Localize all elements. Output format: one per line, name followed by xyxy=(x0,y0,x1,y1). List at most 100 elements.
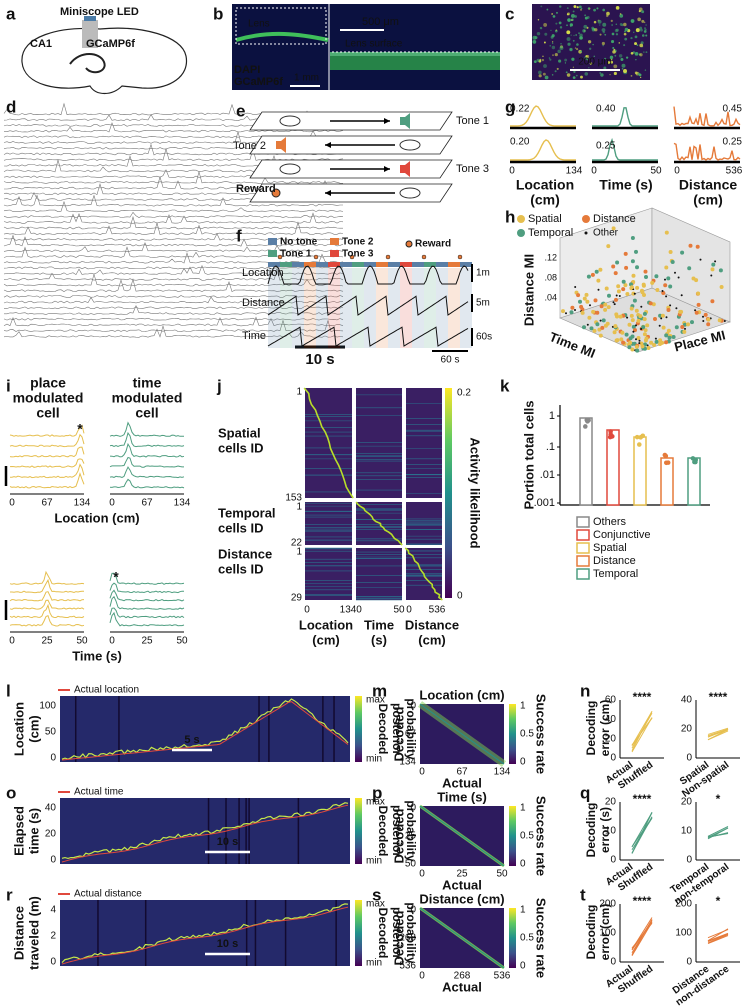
cell-dot xyxy=(614,297,618,302)
cell-dot xyxy=(634,344,639,349)
cell xyxy=(559,5,562,8)
cell xyxy=(621,63,626,68)
label: error (cm) xyxy=(598,700,612,757)
label: modulated xyxy=(112,390,183,406)
cell xyxy=(580,50,583,53)
miniscope xyxy=(82,20,98,48)
label: Location xyxy=(299,617,353,632)
cell-dot xyxy=(710,299,715,304)
label: GCaMP6f xyxy=(234,76,283,88)
label: 134 xyxy=(74,498,91,509)
arrow-head xyxy=(325,142,331,148)
epoch-stripe xyxy=(412,268,424,348)
cell-dot xyxy=(603,302,608,307)
label: 0 xyxy=(674,166,680,177)
cell xyxy=(599,24,601,26)
cell-dot xyxy=(635,265,639,270)
label: 134 xyxy=(174,498,191,509)
cell xyxy=(549,45,551,47)
cell-dot xyxy=(591,309,596,314)
calcium-trace xyxy=(3,252,344,264)
epoch-bar xyxy=(376,262,388,267)
cell xyxy=(602,44,604,47)
epoch-bar xyxy=(460,262,472,267)
cell xyxy=(645,51,648,54)
label: cells ID xyxy=(218,440,264,455)
label: **** xyxy=(633,792,652,806)
cell-dot xyxy=(665,295,668,298)
cell-dot xyxy=(633,292,636,295)
label: 0 xyxy=(520,757,526,768)
cell-dot xyxy=(595,322,600,327)
cell-dot xyxy=(621,340,626,345)
cell-dot xyxy=(699,258,702,261)
label: Elapsed xyxy=(11,806,26,856)
cell-dot xyxy=(667,335,672,340)
label: Location xyxy=(242,267,284,279)
label: 0 xyxy=(610,855,616,866)
cell-dot xyxy=(706,322,711,327)
cell-dot xyxy=(636,318,641,323)
cell-dot xyxy=(621,279,626,284)
label: Tone 1 xyxy=(280,249,312,260)
label: (cm) xyxy=(312,632,339,647)
cell xyxy=(542,55,544,57)
cell xyxy=(597,19,602,24)
cell-dot xyxy=(615,260,620,265)
calcium-trace xyxy=(3,215,343,230)
cell xyxy=(574,47,577,49)
label: 10 s xyxy=(305,351,334,368)
cell xyxy=(550,35,554,39)
cell-dot xyxy=(595,310,600,315)
cell-trace xyxy=(9,472,85,489)
subject-line xyxy=(707,727,729,735)
label: traveled (m) xyxy=(26,896,41,970)
cell-dot xyxy=(717,318,722,323)
label: posterior xyxy=(390,703,404,755)
cell-trace xyxy=(109,589,185,602)
label: time (s) xyxy=(26,808,41,854)
cell xyxy=(611,32,615,36)
cell xyxy=(551,74,554,76)
cell xyxy=(541,58,545,62)
label: 134 xyxy=(566,166,583,177)
cell-dot xyxy=(612,301,615,304)
label: 50 xyxy=(405,859,417,870)
label: Decoding xyxy=(584,803,598,858)
arrow-head xyxy=(325,190,331,196)
cell xyxy=(615,6,620,10)
subject-line xyxy=(631,812,653,854)
epoch-bar xyxy=(388,262,400,267)
cell-dot xyxy=(635,338,637,341)
label: **** xyxy=(633,894,652,908)
bar-dot xyxy=(636,442,642,447)
label: 0 xyxy=(410,905,416,916)
cell-dot xyxy=(640,328,643,330)
label: 20 xyxy=(605,733,617,744)
colorbar xyxy=(355,798,362,864)
cell-trace xyxy=(109,466,185,479)
cell-dot xyxy=(646,344,649,347)
cell-dot xyxy=(638,314,643,319)
cell-dot xyxy=(702,315,704,318)
cell-dot xyxy=(688,243,693,248)
cell-dot xyxy=(624,265,629,270)
cell xyxy=(639,43,644,48)
label: 0 xyxy=(686,753,692,764)
label: 134 xyxy=(340,605,357,616)
cell xyxy=(623,22,627,27)
label: 0 xyxy=(9,636,15,647)
cell-dot xyxy=(655,288,660,292)
label: 60 xyxy=(605,695,617,706)
cell-dot xyxy=(625,292,630,296)
cell xyxy=(586,58,589,61)
cell xyxy=(635,59,637,61)
label: Decoding xyxy=(584,701,598,756)
cell-dot xyxy=(627,345,632,350)
speaker xyxy=(276,141,281,149)
cell xyxy=(550,29,552,32)
epoch-stripe xyxy=(340,268,352,348)
cell-dot xyxy=(650,280,655,285)
label: min xyxy=(366,754,382,765)
